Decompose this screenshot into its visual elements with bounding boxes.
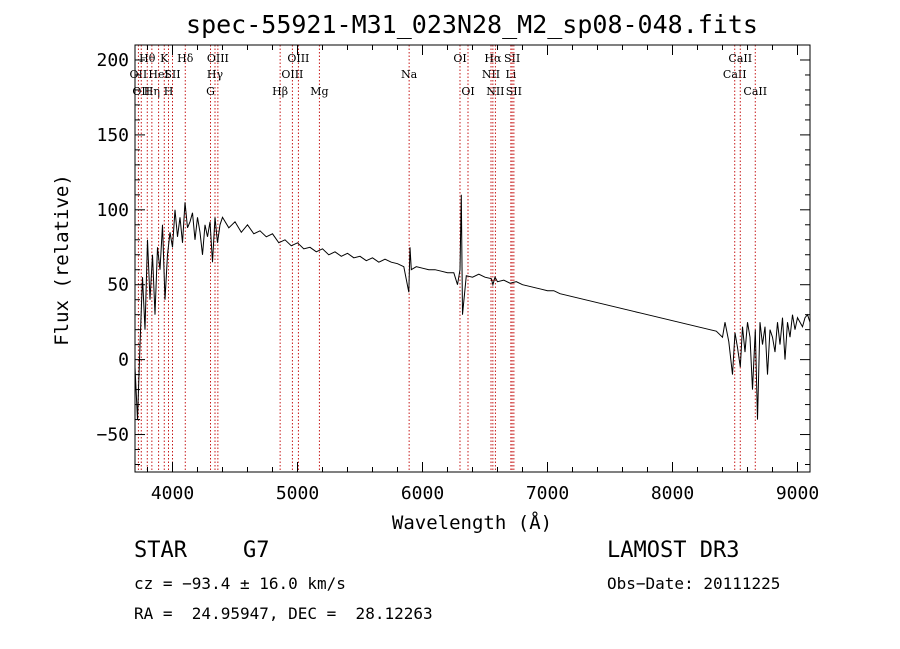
line-marker-label: Hη — [144, 85, 160, 98]
spectrum-line — [134, 194, 811, 420]
line-marker-label: OIII — [207, 52, 229, 65]
x-tick-label: 4000 — [151, 483, 194, 504]
line-marker-label: OI — [453, 52, 466, 65]
line-marker-label: NII — [486, 85, 504, 98]
chart-title: spec-55921-M31_023N28_M2_sp08-048.fits — [186, 10, 758, 39]
y-tick-label: 0 — [118, 350, 129, 371]
line-marker-label: CaII — [728, 52, 752, 65]
line-marker-label: Hγ — [207, 68, 224, 81]
y-tick-label: 150 — [96, 125, 129, 146]
y-tick-label: −50 — [96, 425, 129, 446]
obs-date: Obs−Date: 20111225 — [607, 574, 781, 593]
line-marker-label: OIII — [281, 68, 303, 81]
line-marker-label: SII — [506, 85, 522, 98]
line-marker-label: Na — [401, 68, 418, 81]
line-marker-label: CaII — [743, 85, 767, 98]
line-marker-label: HeI — [148, 68, 168, 81]
line-marker-label: SII — [164, 68, 180, 81]
line-marker-label: H — [164, 85, 174, 98]
line-marker-label: Hβ — [272, 85, 288, 98]
plot-frame — [134, 44, 811, 473]
line-marker-label: Hδ — [177, 52, 194, 65]
x-tick-label: 7000 — [526, 483, 569, 504]
redshift-text: cz = −93.4 ± 16.0 km/s — [134, 574, 346, 593]
y-axis-label: Flux (relative) — [51, 174, 73, 346]
line-marker-label: OIII — [287, 52, 309, 65]
y-tick-label: 100 — [96, 200, 129, 221]
y-tick-label: 200 — [96, 50, 129, 71]
line-marker-label: OI — [461, 85, 474, 98]
x-tick-label: 6000 — [401, 483, 444, 504]
line-marker-label: Hα — [484, 52, 502, 65]
axis-ticks: 4000 5000 6000 7000 8000 9000 −50 0 50 100 150 200 — [96, 44, 819, 504]
x-tick-label: 5000 — [276, 483, 319, 504]
x-tick-label: 9000 — [776, 483, 819, 504]
line-marker-label: Mg — [310, 85, 328, 98]
object-subclass: G7 — [243, 538, 270, 563]
line-marker-label: G — [206, 85, 215, 98]
line-markers: OIIOIIHθHηHeIKHSIIHδGHγOIIIHβOIIIOIIIMgN… — [130, 45, 767, 472]
line-marker-label: SII — [504, 52, 520, 65]
coordinates: RA = 24.95947, DEC = 28.12263 — [134, 604, 433, 623]
line-marker-label: OII — [132, 85, 150, 98]
line-marker-label: NII — [482, 68, 500, 81]
line-marker-label: K — [160, 52, 169, 65]
series-group — [134, 194, 811, 420]
object-class: STAR — [134, 538, 187, 563]
survey-name: LAMOST DR3 — [607, 538, 740, 563]
x-tick-label: 8000 — [651, 483, 694, 504]
line-marker-label: CaII — [723, 68, 747, 81]
line-marker-label: Li — [505, 68, 516, 81]
x-axis-label: Wavelength (Å) — [392, 511, 552, 534]
line-marker-label: Hθ — [139, 52, 156, 65]
y-tick-label: 50 — [107, 275, 129, 296]
